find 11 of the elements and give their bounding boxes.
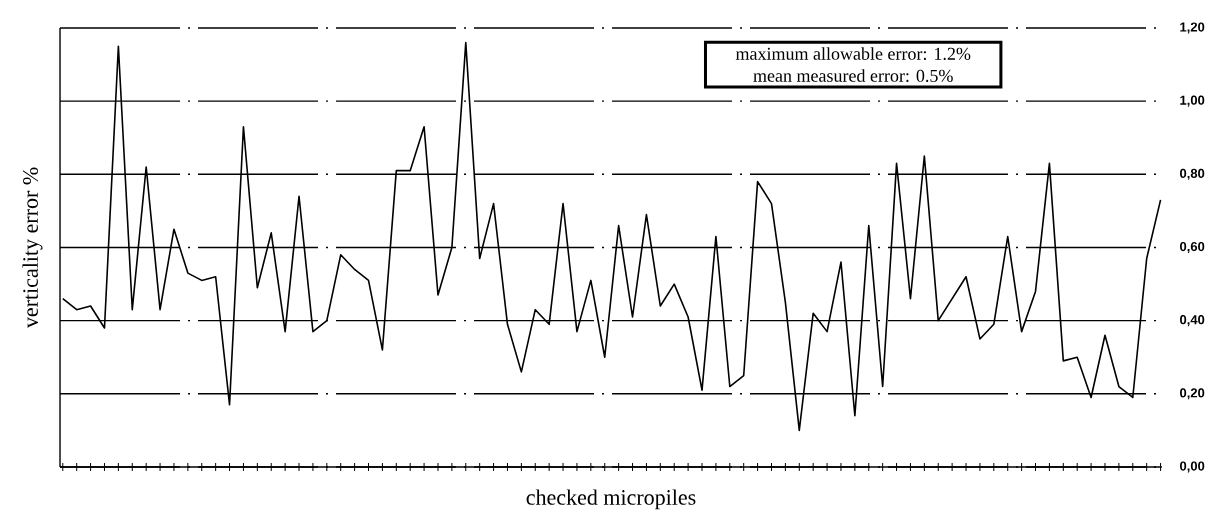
y-tick-label: 0,40	[1180, 315, 1205, 327]
annotation: mean measured error: 0.5%	[753, 69, 953, 82]
y-tick-label: 0,60	[1180, 241, 1205, 254]
y-tick-label: 0,00	[1180, 461, 1205, 473]
y-tick-label: 1,00	[1180, 95, 1205, 107]
annotation: maximum allowable error: 1.2%	[735, 47, 971, 60]
y-axis-title: verticality error %	[22, 167, 43, 329]
x-axis-title: checked micropiles	[526, 489, 696, 510]
y-tick-label: 0,20	[1180, 388, 1205, 400]
y-tick-label: 0,80	[1180, 168, 1205, 180]
y-tick-label: 1,20	[1180, 22, 1205, 34]
